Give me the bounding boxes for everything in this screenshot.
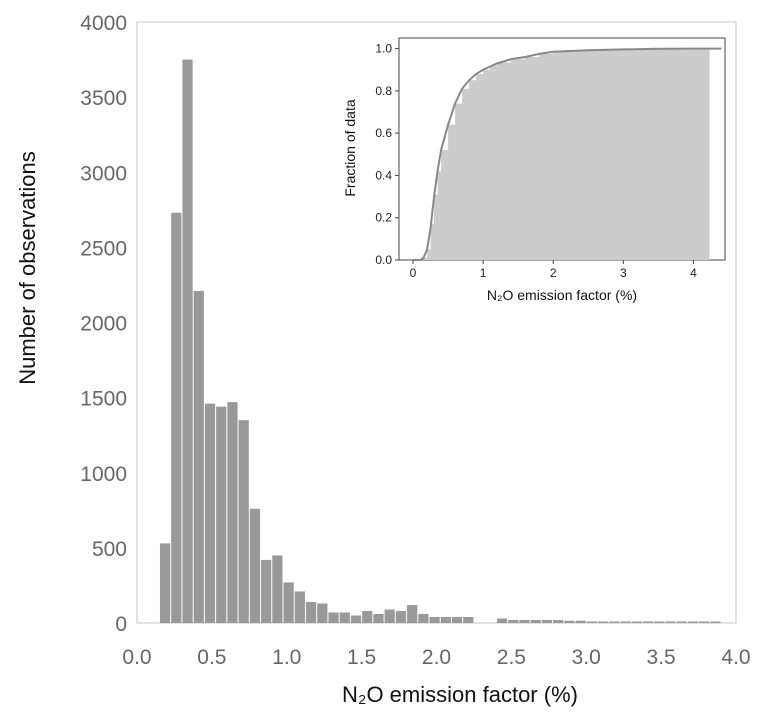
main-x-tick-label: 0.5 — [197, 646, 226, 669]
histogram-bar — [642, 621, 654, 623]
inset-x-tick-label: 0 — [410, 266, 417, 280]
main-y-tick-label: 3000 — [80, 162, 127, 185]
main-y-tick-label: 0 — [115, 613, 127, 636]
main-histogram-bars — [159, 59, 721, 623]
histogram-bar — [609, 621, 620, 623]
inset-y-tick-label: 0.0 — [375, 253, 392, 267]
histogram-bar — [339, 612, 350, 623]
histogram-bar — [384, 609, 395, 623]
histogram-bar — [496, 618, 508, 623]
histogram-bar — [553, 619, 564, 623]
inset-y-tick-label: 0.8 — [375, 84, 392, 98]
inset-y-tick-label: 0.6 — [375, 126, 392, 140]
histogram-bar — [261, 559, 272, 623]
histogram-bar — [159, 543, 171, 623]
histogram-bar — [631, 621, 642, 623]
main-x-tick-label: 3.5 — [647, 646, 676, 669]
main-y-tick-labels: 0 500 1000 1500 2000 2500 3000 3500 4000 — [80, 12, 127, 636]
histogram-bar — [204, 403, 216, 623]
inset-y-tick-label: 0.4 — [375, 168, 392, 182]
histogram-bar — [328, 612, 339, 623]
histogram-bar — [317, 603, 328, 623]
histogram-bar — [418, 613, 429, 623]
inset-x-tick-label: 2 — [550, 266, 557, 280]
histogram-bar — [710, 621, 721, 623]
histogram-bar — [407, 604, 418, 623]
histogram-bar — [519, 619, 530, 623]
histogram-bar — [294, 591, 305, 623]
histogram-bar — [597, 621, 609, 623]
main-x-tick-labels: 0.0 0.5 1.0 1.5 2.0 2.5 3.0 3.5 4.0 — [122, 646, 750, 669]
histogram-bar — [451, 616, 463, 623]
inset-y-ticks: 0.0 0.2 0.4 0.6 0.8 1.0 — [375, 42, 399, 267]
inset-x-tick-label: 1 — [480, 266, 487, 280]
histogram-bar — [586, 621, 597, 623]
main-x-tick-label: 1.0 — [272, 646, 301, 669]
inset-x-tick-label: 4 — [690, 266, 697, 280]
main-y-tick-label: 2000 — [80, 313, 127, 336]
histogram-bar — [227, 402, 238, 623]
inset-cumulative-fill — [413, 48, 710, 261]
main-y-axis-label: Number of observations — [15, 151, 40, 385]
histogram-bar — [530, 619, 541, 623]
histogram-bar — [429, 616, 440, 623]
histogram-bar — [564, 620, 575, 623]
histogram-bar — [350, 615, 362, 623]
main-y-tick-label: 1000 — [80, 463, 127, 486]
main-y-tick-label: 3500 — [80, 87, 127, 110]
histogram-bar — [687, 621, 699, 623]
inset-x-ticks: 0 1 2 3 4 — [410, 260, 697, 280]
histogram-bar — [216, 406, 227, 623]
main-x-tick-label: 2.0 — [422, 646, 451, 669]
histogram-bar — [665, 621, 676, 623]
main-y-tick-label: 500 — [92, 538, 127, 561]
main-y-tick-label: 1500 — [80, 388, 127, 411]
main-x-axis-label: N₂O emission factor (%) — [342, 682, 578, 707]
histogram-bar — [272, 555, 283, 623]
histogram-bar — [283, 582, 294, 623]
main-x-tick-label: 0.0 — [122, 646, 151, 669]
inset-y-tick-label: 0.2 — [375, 211, 392, 225]
histogram-bar — [193, 290, 204, 623]
histogram-bar — [463, 616, 474, 623]
histogram-bar — [440, 616, 451, 623]
histogram-bar — [395, 610, 407, 623]
inset-cumulative-line — [413, 47, 722, 261]
histogram-bar — [305, 601, 317, 623]
main-x-tick-label: 2.5 — [497, 646, 526, 669]
inset-y-tick-label: 1.0 — [375, 42, 392, 56]
main-y-tick-label: 4000 — [80, 12, 127, 35]
histogram-bar — [171, 212, 182, 623]
histogram-bar — [575, 620, 586, 623]
main-x-tick-label: 1.5 — [347, 646, 376, 669]
histogram-bar — [373, 613, 384, 623]
histogram-bar — [362, 610, 373, 623]
histogram-bar — [620, 621, 631, 623]
histogram-bar — [699, 621, 710, 623]
histogram-bar — [541, 619, 553, 623]
main-x-tick-label: 3.0 — [572, 646, 601, 669]
histogram-bar — [182, 59, 193, 623]
histogram-bar — [676, 621, 687, 623]
inset-y-axis-label: Fraction of data — [342, 99, 358, 196]
main-x-tick-label: 4.0 — [721, 646, 750, 669]
histogram-bar — [249, 508, 261, 623]
histogram-bar — [508, 619, 519, 623]
histogram-bar — [654, 621, 665, 623]
main-y-tick-label: 2500 — [80, 237, 127, 260]
inset-x-axis-label: N₂O emission factor (%) — [487, 287, 637, 303]
histogram-bar — [238, 420, 249, 623]
inset-x-tick-label: 3 — [620, 266, 627, 280]
